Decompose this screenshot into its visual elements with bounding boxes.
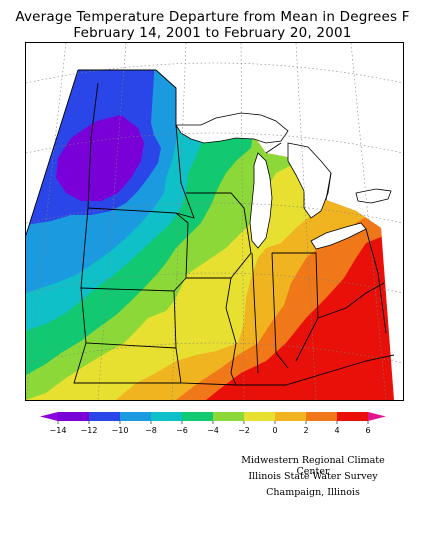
legend-tick-label: −8 xyxy=(145,426,157,435)
legend-swatch xyxy=(151,412,183,421)
graticule xyxy=(26,43,403,400)
lake-superior xyxy=(175,112,289,144)
legend-tick-label: −14 xyxy=(50,426,67,435)
legend-tick-label: 4 xyxy=(334,426,339,435)
legend-tick-label: 2 xyxy=(303,426,308,435)
legend-swatch xyxy=(275,412,307,421)
legend-tick-label: −2 xyxy=(238,426,250,435)
legend-tick-label: 0 xyxy=(272,426,277,435)
legend-swatch xyxy=(213,412,245,421)
state-boundaries xyxy=(26,69,395,386)
credit-line2: Illinois State Water Survey xyxy=(248,471,378,482)
legend-swatch xyxy=(337,412,369,421)
map-title-line1: Average Temperature Departure from Mean … xyxy=(15,9,410,25)
temperature-departure-map xyxy=(25,42,404,401)
legend-under-arrow xyxy=(40,412,58,421)
legend-over-arrow xyxy=(368,412,386,421)
legend-swatch xyxy=(244,412,276,421)
legend-swatch xyxy=(182,412,214,421)
legend-swatch xyxy=(89,412,121,421)
legend-tick-label: −10 xyxy=(112,426,129,435)
lake-huron xyxy=(287,142,332,219)
credit-line1: Midwestern Regional Climate Center xyxy=(241,455,385,477)
legend-tick-label: 6 xyxy=(365,426,370,435)
legend-swatch xyxy=(58,412,90,421)
legend-tick-label: −4 xyxy=(207,426,219,435)
color-legend: −14 −12 −10 −8 −6 −4 −2 0 2 4 6 xyxy=(40,412,386,435)
contour-fills xyxy=(26,70,394,400)
legend-tick-label: −6 xyxy=(176,426,188,435)
map-svg xyxy=(26,43,403,400)
contour-band-minus14-minus12 xyxy=(56,115,144,201)
legend-tick-label: −12 xyxy=(81,426,98,435)
lake-michigan xyxy=(249,152,273,249)
legend-swatch xyxy=(306,412,338,421)
lake-ontario xyxy=(355,188,392,204)
map-title-line2: February 14, 2001 to February 20, 2001 xyxy=(73,25,352,41)
great-lakes xyxy=(175,112,392,250)
legend-swatch xyxy=(120,412,152,421)
credit-line3: Champaign, Illinois xyxy=(266,487,360,498)
